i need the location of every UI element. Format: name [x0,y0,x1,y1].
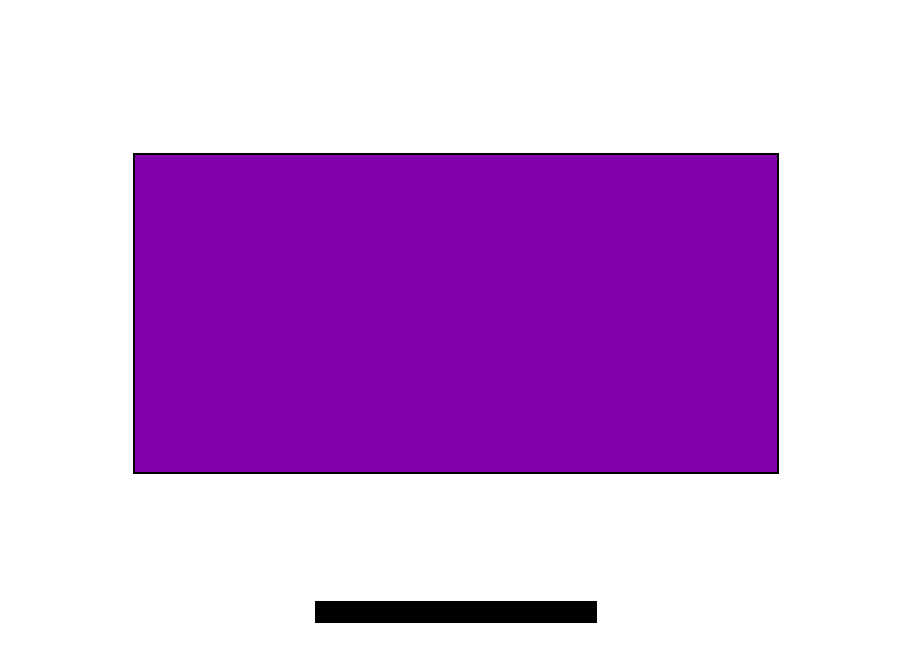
contour-plot-area [133,153,779,474]
colorbar-canvas [316,602,596,622]
contour-field-canvas [135,155,777,472]
colorbar [315,601,597,623]
colorbar-tick-labels [315,627,595,651]
